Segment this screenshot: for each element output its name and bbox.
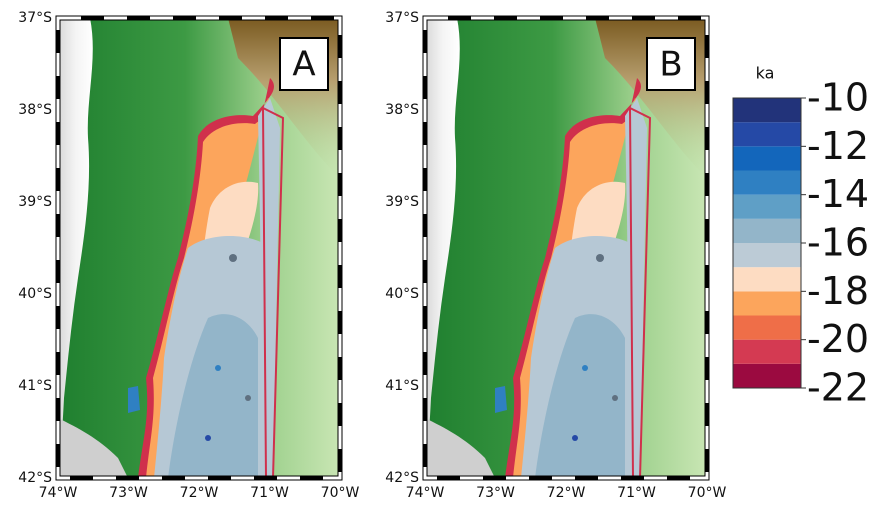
map-frame-dash xyxy=(56,16,342,480)
lon-tick-label: 72°W xyxy=(180,485,219,501)
colorbar-tick-label: -14 xyxy=(807,172,869,216)
lon-tick-label: 72°W xyxy=(547,485,586,501)
colorbar-tick-label: -18 xyxy=(807,269,869,313)
map-frame-dash xyxy=(423,16,709,480)
lat-tick-label: 40°S xyxy=(385,286,419,302)
lat-tick-label: 41°S xyxy=(385,378,419,394)
panel-label-box xyxy=(279,37,329,91)
colorbar-tick-label: -10 xyxy=(807,76,869,120)
panel-label: B xyxy=(659,45,682,85)
lat-tick-label: 41°S xyxy=(18,378,52,394)
colorbar-bin xyxy=(733,194,801,219)
lon-tick-label: 73°W xyxy=(109,485,148,501)
colorbar-label: ka xyxy=(756,64,775,83)
colorbar-bin xyxy=(733,339,801,364)
colorbar-tick-label: -16 xyxy=(807,221,869,265)
colorbar-tick-label: -12 xyxy=(807,124,869,168)
lat-tick-label: 39°S xyxy=(18,194,52,210)
lon-tick-label: 71°W xyxy=(250,485,289,501)
lon-tick-label: 70°W xyxy=(321,485,360,501)
panel-label: A xyxy=(292,45,315,85)
colorbar-tick-label: -22 xyxy=(807,366,869,410)
colorbar-bin xyxy=(733,98,801,123)
panel-label-box xyxy=(646,37,696,91)
lat-tick-label: 42°S xyxy=(18,470,52,486)
lat-tick-label: 39°S xyxy=(385,194,419,210)
lat-tick-label: 38°S xyxy=(18,102,52,118)
lat-tick-label: 37°S xyxy=(18,10,52,26)
colorbar-bin xyxy=(733,218,801,243)
colorbar-bin xyxy=(733,291,801,316)
lon-tick-label: 71°W xyxy=(617,485,656,501)
lat-tick-label: 38°S xyxy=(385,102,419,118)
lon-tick-label: 74°W xyxy=(406,485,445,501)
colorbar-bin xyxy=(733,363,801,388)
lon-tick-label: 73°W xyxy=(476,485,515,501)
colorbar-bin xyxy=(733,267,801,292)
colorbar-bin xyxy=(733,146,801,171)
colorbar-bin xyxy=(733,243,801,268)
colorbar-tick-label: -20 xyxy=(807,317,869,361)
lat-tick-label: 40°S xyxy=(18,286,52,302)
lon-tick-label: 74°W xyxy=(39,485,78,501)
colorbar-bin xyxy=(733,315,801,340)
lat-tick-label: 37°S xyxy=(385,10,419,26)
lat-tick-label: 42°S xyxy=(385,470,419,486)
colorbar-bin xyxy=(733,122,801,147)
colorbar-bin xyxy=(733,170,801,195)
lon-tick-label: 70°W xyxy=(688,485,727,501)
